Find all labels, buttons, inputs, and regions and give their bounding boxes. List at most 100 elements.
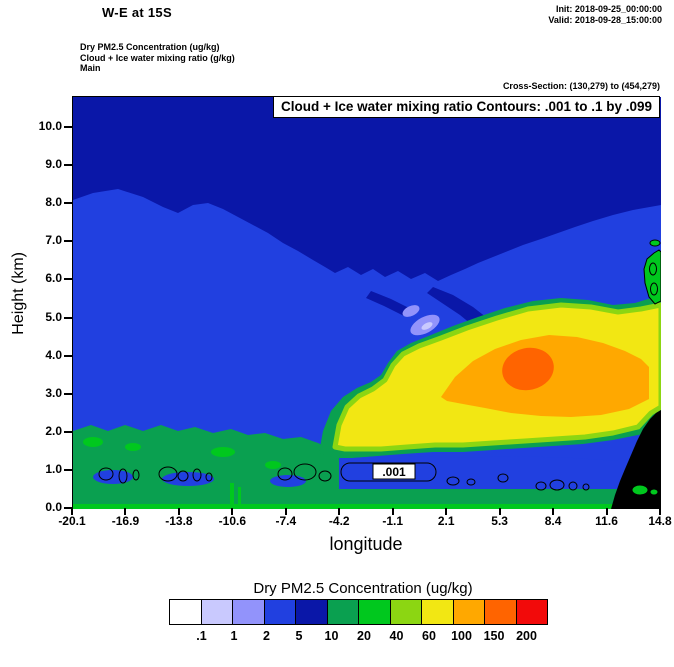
colorbar-tick-label: 10 (324, 629, 339, 643)
colorbar-cell (232, 599, 265, 625)
y-tick-label: 6.0 (45, 271, 62, 286)
fill-green-streak-1 (230, 483, 234, 509)
colorbar-cell (295, 599, 328, 625)
init-time: Init: 2018-09-25_00:00:00 (555, 4, 662, 14)
colorbar-tick-label: 150 (483, 629, 505, 643)
y-tick-mark (64, 202, 72, 205)
field-pm25: Dry PM2.5 Concentration (ug/kg) (80, 42, 220, 52)
y-tick-label: 7.0 (45, 233, 62, 248)
y-tick-mark (64, 126, 72, 128)
y-tick-mark (64, 240, 72, 243)
cloud-blob-upper-dash (649, 239, 661, 247)
fill-green-streak-2 (238, 487, 241, 509)
colorbar-tick-label: 20 (357, 629, 371, 643)
cross-section-label: Cross-Section: (130,279) to (454,279) (502, 81, 660, 91)
x-tick-label: -16.9 (111, 514, 140, 528)
x-tick-label: 11.6 (595, 514, 618, 528)
colorbar-tick-label: 5 (295, 629, 303, 643)
y-tick-label: 10.0 (38, 119, 62, 133)
colorbar (169, 599, 548, 625)
y-tick-mark (64, 164, 72, 167)
colorbar-cell (421, 599, 454, 625)
x-tick-mark (124, 508, 127, 515)
cloud-blob-right-edge (643, 249, 661, 305)
y-tick-label: 8.0 (45, 195, 62, 210)
x-tick-label: -13.8 (165, 514, 193, 528)
y-tick-label: 1.0 (45, 461, 62, 476)
contour-inline-label: .001 (382, 465, 406, 479)
colorbar-cell (263, 599, 296, 625)
x-tick-label: -4.2 (328, 514, 350, 528)
page-title: W-E at 15S (102, 5, 172, 20)
colorbar-tick-label: 40 (389, 629, 404, 643)
x-tick-label: -20.1 (58, 514, 86, 528)
y-tick-label: 2.0 (45, 423, 62, 438)
field-main: Main (80, 63, 101, 73)
cloud-blob-inner-contour-2 (650, 282, 658, 296)
colorbar-cell (326, 599, 359, 625)
x-tick-label: 2.1 (437, 514, 455, 528)
x-tick-mark (605, 508, 608, 515)
x-tick-mark (659, 508, 661, 515)
x-tick-mark (177, 508, 180, 515)
fill-bright-green-surface-line (73, 504, 661, 509)
x-tick-label: 8.4 (544, 514, 562, 528)
y-tick-label: 9.0 (45, 157, 62, 172)
field-list: Dry PM2.5 Concentration (ug/kg) Cloud + … (80, 42, 235, 74)
y-tick-mark (64, 278, 72, 281)
x-tick-mark (391, 508, 394, 515)
plot-area: .001 Cloud + Ice water mixing ratio Cont… (72, 96, 661, 509)
colorbar-title: Dry PM2.5 Concentration (ug/kg) (253, 580, 473, 597)
colorbar-cell (515, 599, 548, 625)
x-tick-mark (284, 508, 287, 515)
y-tick-label: 5.0 (45, 309, 62, 324)
x-tick-mark (445, 508, 448, 515)
x-axis-title: longitude (329, 534, 403, 554)
x-tick-mark (552, 508, 555, 515)
colorbar-cell (200, 599, 233, 625)
y-tick-label: 4.0 (45, 347, 62, 362)
cloud-mixing-ratio-contours (98, 462, 659, 496)
x-tick-label: -1.1 (382, 514, 404, 528)
y-tick-label: 3.0 (45, 385, 62, 400)
y-tick-label: 0.0 (45, 500, 62, 514)
x-tick-label: 14.8 (648, 514, 672, 528)
x-tick-label: 5.3 (491, 514, 508, 528)
colorbar-cell (169, 599, 202, 625)
colorbar-cell (389, 599, 422, 625)
contour-note: Cloud + Ice water mixing ratio Contours:… (273, 96, 660, 118)
y-tick-mark (64, 430, 72, 433)
fill-upper-dark-band (73, 97, 661, 281)
colorbar-tick-label: 2 (263, 629, 270, 643)
contour-label-group: .001 (372, 463, 416, 480)
fill-deep-orange-maximum (502, 347, 554, 391)
colorbar-tick-label: .1 (196, 629, 207, 643)
fill-dark-tongue-2 (366, 291, 411, 316)
colorbar-cell (484, 599, 517, 625)
init-valid-block: Init: 2018-09-25_00:00:00 Valid: 2018-09… (548, 4, 662, 26)
cross-section-plot: .001 (73, 97, 661, 509)
x-tick-label: -10.6 (218, 514, 247, 528)
x-tick-mark (338, 508, 341, 515)
y-tick-mark (64, 392, 72, 395)
y-tick-mark (64, 354, 72, 357)
x-tick-mark (498, 508, 501, 515)
fill-bright-green-patches (83, 437, 281, 469)
x-tick-mark (231, 508, 234, 515)
cloud-blob-inner-contour-1 (649, 262, 657, 276)
colorbar-tick-label: 1 (230, 629, 238, 643)
colorbar-tick-label: 100 (451, 629, 472, 643)
contour-label-box (372, 463, 416, 480)
valid-time: Valid: 2018-09-28_15:00:00 (548, 15, 662, 25)
x-tick-mark (71, 508, 73, 515)
colorbar-tick-label: 200 (516, 629, 537, 643)
y-tick-mark (64, 316, 72, 319)
colorbar-tick-label: 60 (422, 629, 436, 643)
colorbar-cell (452, 599, 485, 625)
field-cloud-ice: Cloud + Ice water mixing ratio (g/kg) (80, 52, 235, 63)
x-tick-label: -7.4 (275, 514, 297, 528)
colorbar-cell (358, 599, 391, 625)
fill-green-west (73, 425, 341, 509)
y-tick-mark (64, 468, 72, 471)
